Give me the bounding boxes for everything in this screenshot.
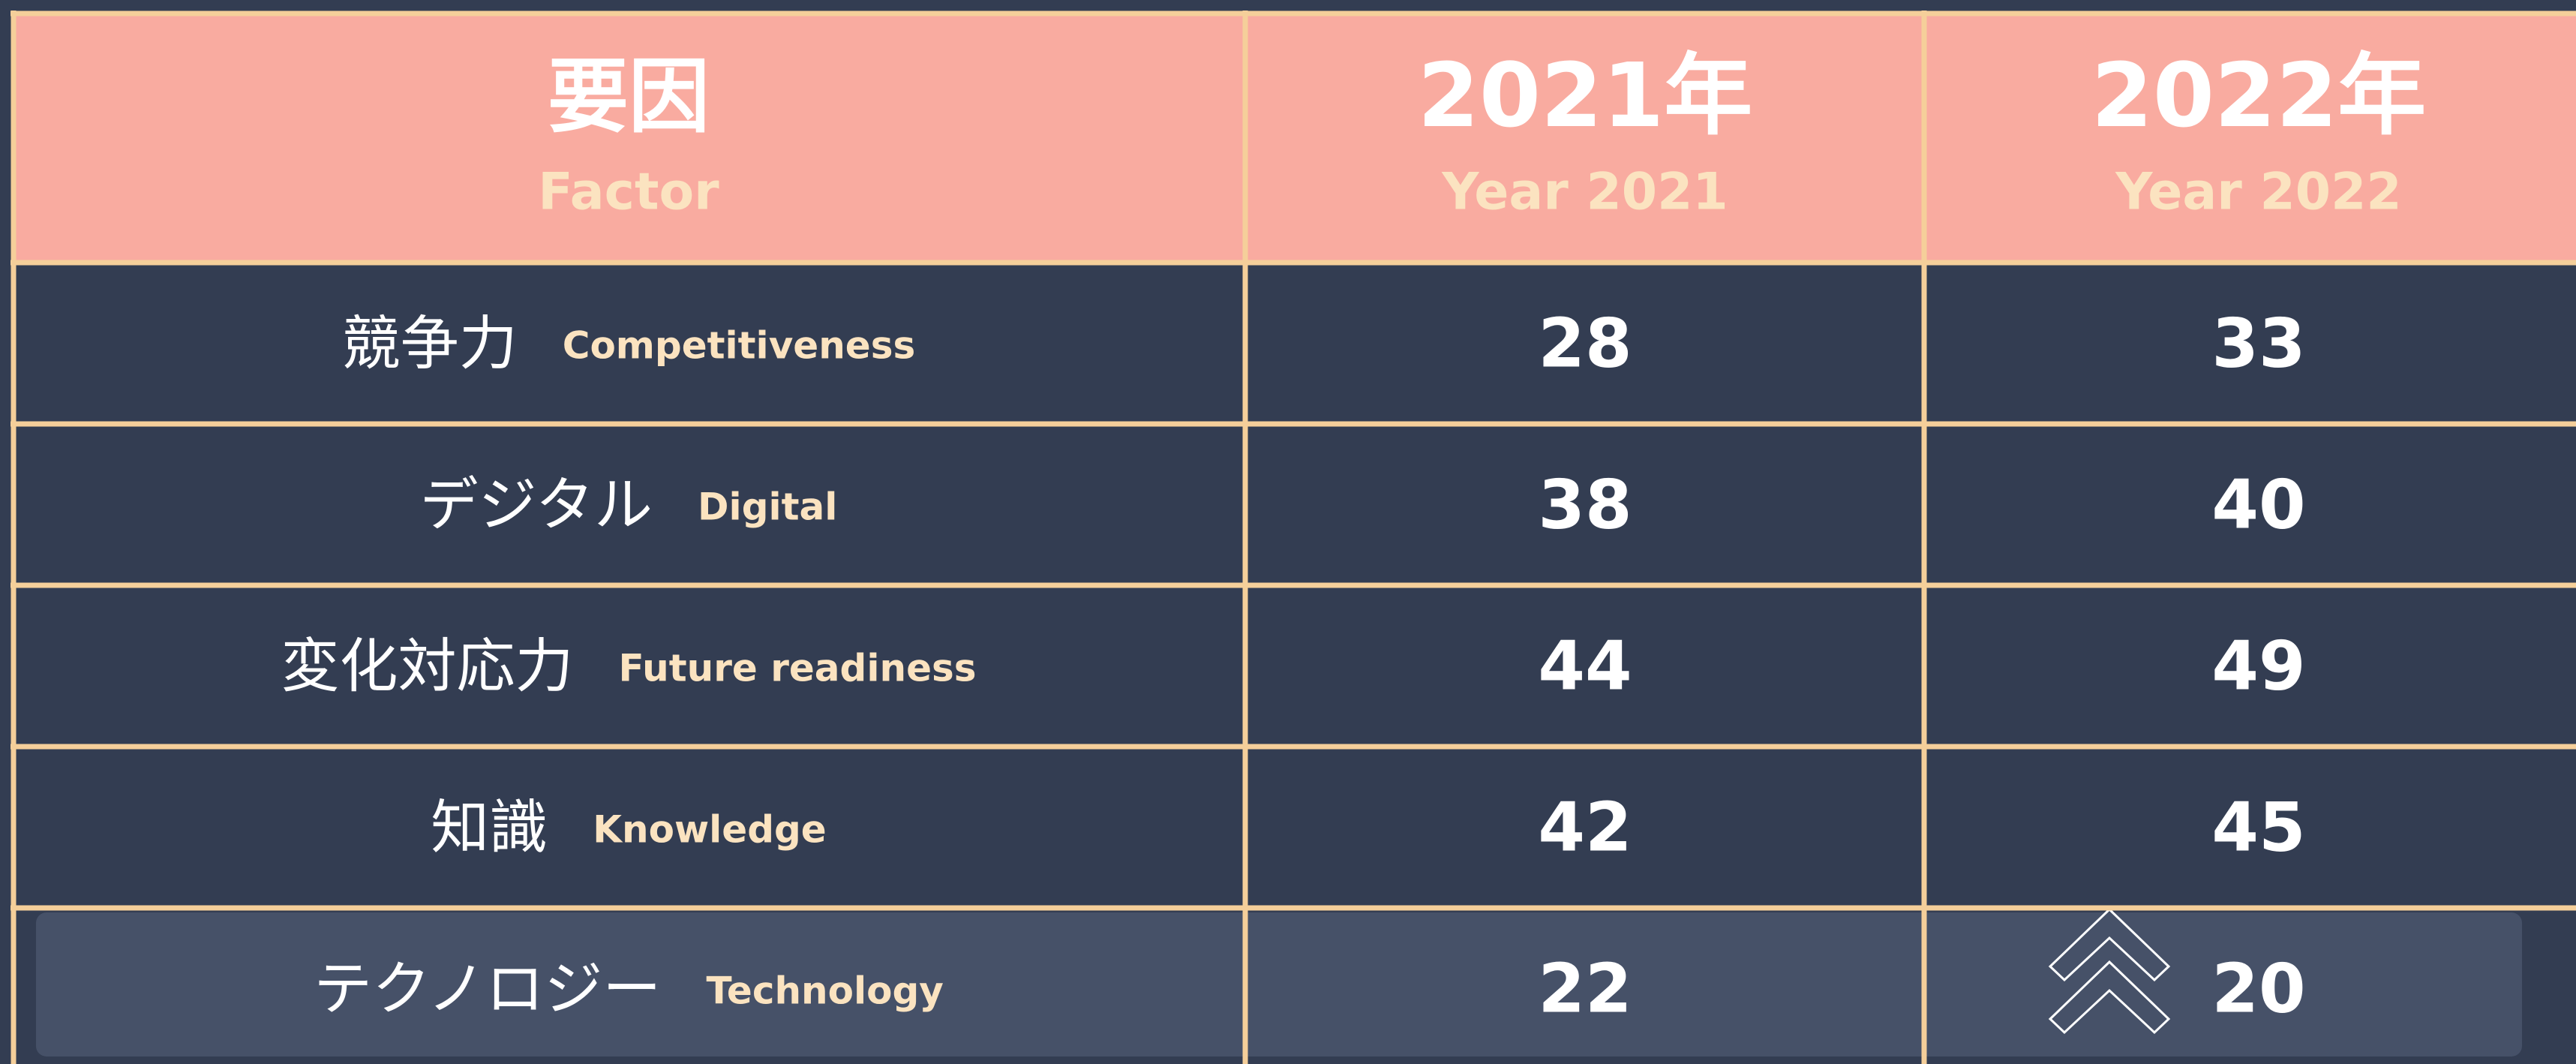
value-cell: 38 xyxy=(1538,465,1632,544)
header-row xyxy=(14,14,2576,263)
factor-label: 変化対応力 Future readiness xyxy=(281,633,976,701)
grid-lines xyxy=(11,11,2576,1064)
factor-en: Future readiness xyxy=(619,646,977,690)
header-subtitle: Year 2022 xyxy=(2115,163,2401,222)
factor-label: 知識 Knowledge xyxy=(431,795,826,862)
factor-en: Competitiveness xyxy=(563,323,915,367)
factor-label: テクノロジー Technology xyxy=(314,956,944,1023)
header-title: 2021年 xyxy=(1418,44,1752,147)
factor-ja: 競争力 xyxy=(342,311,518,378)
factor-ja: テクノロジー xyxy=(314,956,661,1023)
value-cell: 44 xyxy=(1538,627,1632,705)
header-subtitle: Year 2021 xyxy=(1441,163,1728,222)
value-cell: 49 xyxy=(2211,627,2305,705)
value-cell: 40 xyxy=(2211,465,2305,544)
factor-en: Knowledge xyxy=(593,807,826,851)
header-subtitle: Factor xyxy=(538,163,719,222)
cells: 要因 Factor 2021年 Year 2021 2022年 Year 2022 競争力 C… xyxy=(281,44,2426,1028)
header-title: 要因 xyxy=(548,50,710,144)
highlight-row xyxy=(36,912,2522,1056)
factor-label: 競争力 Competitiveness xyxy=(342,311,915,378)
value-cell: 45 xyxy=(2211,788,2305,867)
factor-ja: 変化対応力 xyxy=(281,633,573,701)
header-title: 2022年 xyxy=(2091,44,2426,147)
factor-en: Technology xyxy=(706,969,943,1012)
value-cell: 42 xyxy=(1538,788,1632,867)
value-cell: 28 xyxy=(1538,304,1632,383)
value-cell: 20 xyxy=(2211,949,2305,1028)
factor-ja: デジタル xyxy=(420,472,653,540)
value-cell: 22 xyxy=(1538,949,1632,1028)
factor-ja: 知識 xyxy=(431,795,548,862)
factor-label: デジタル Digital xyxy=(420,472,838,540)
value-cell: 33 xyxy=(2211,304,2305,383)
factor-en: Digital xyxy=(698,485,837,528)
